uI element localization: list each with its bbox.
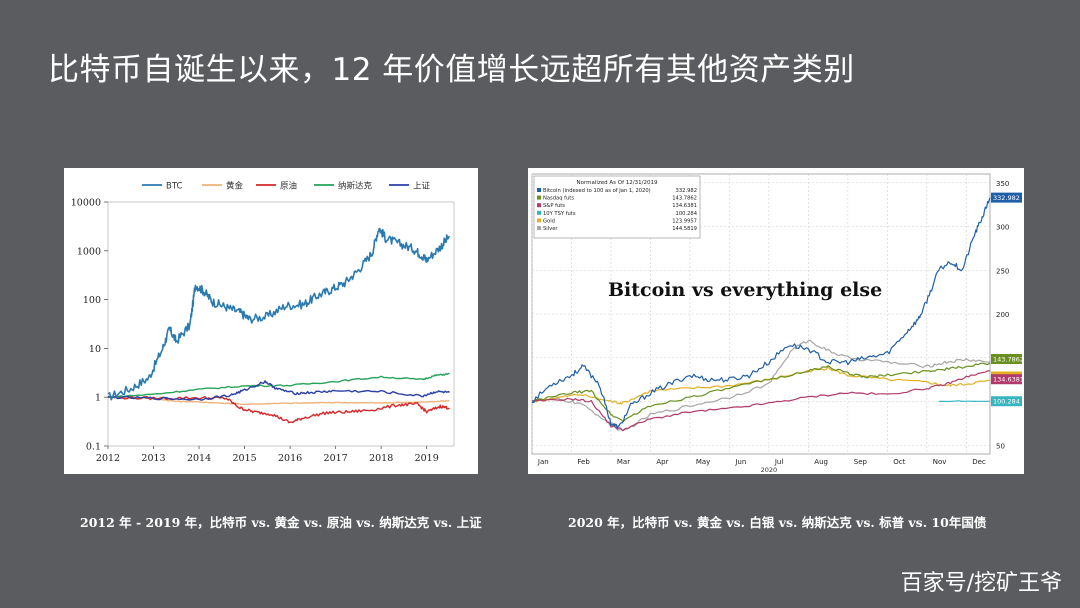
legend-title: Normalized As Of 12/31/2019 xyxy=(576,180,658,186)
legend-value: 100.284 xyxy=(676,211,698,217)
y-tick-label: 350 xyxy=(996,180,1009,188)
legend-label: S&P futs xyxy=(543,203,565,209)
x-tick-label: 2012 xyxy=(96,453,120,464)
legend-label: Silver xyxy=(543,226,558,232)
x-tick-label: 2015 xyxy=(232,453,256,464)
caption-right: 2020 年，比特币 vs. 黄金 vs. 白银 vs. 纳斯达克 vs. 标普… xyxy=(568,515,987,530)
legend-label: Nasdaq futs xyxy=(543,196,574,202)
legend-value: 143.7862 xyxy=(672,196,697,202)
value-tag-label: 134.6381 xyxy=(993,376,1024,384)
legend-label: 黄金 xyxy=(226,181,244,192)
y-tick-label: 200 xyxy=(996,311,1009,319)
value-tag xyxy=(991,354,1022,364)
x-month-label: Mar xyxy=(617,458,630,466)
legend-swatch xyxy=(537,226,541,230)
legend-label: BTC xyxy=(166,182,183,192)
chart-panel-right: Jan Feb Mar Apr May Jun Jul Aug Sep Oct Nov Dec 2020… xyxy=(528,168,1024,474)
series-line-sp xyxy=(531,370,990,432)
x-month-label: May xyxy=(696,458,710,466)
x-month-label: Feb xyxy=(577,458,590,466)
legend-swatch xyxy=(537,218,541,223)
legend-label: Bitcoin (indexed to 100 as of Jan 1, 202… xyxy=(543,188,651,194)
y-tick-label: 10000 xyxy=(71,198,101,209)
x-month-label: Nov xyxy=(933,458,947,466)
x-month-label: Apr xyxy=(656,458,668,466)
chart-panel-left: 10000 1000 100 10 1 0.1 2012 2013 2014 2015 2016 20… xyxy=(64,168,478,474)
x-tick-label: 2013 xyxy=(141,453,165,464)
y-tick-label: 10 xyxy=(89,344,101,355)
legend-value: 144.5819 xyxy=(672,226,697,232)
value-tag xyxy=(991,396,1022,407)
legend-swatch xyxy=(537,210,541,215)
y-tick-label: 50 xyxy=(996,442,1005,450)
series-line-shanghai xyxy=(107,380,450,401)
x-month-label: Sep xyxy=(854,458,868,466)
x-tick-label: 2018 xyxy=(369,453,393,464)
chart-btc-2020: Jan Feb Mar Apr May Jun Jul Aug Sep Oct Nov Dec 2020… xyxy=(531,173,1024,474)
x-month-label: Aug xyxy=(814,458,828,466)
legend-value: 123.9957 xyxy=(672,218,697,224)
caption-left: 2012 年 - 2019 年，比特币 vs. 黄金 vs. 原油 vs. 纳斯… xyxy=(80,515,482,530)
x-month-label: Dec xyxy=(972,458,986,466)
x-month-label: Jun xyxy=(734,458,746,466)
legend-label: 纳斯达克 xyxy=(338,181,373,192)
legend-value: 332.982 xyxy=(676,188,697,194)
page-title: 比特币自诞生以来，12 年价值增长远超所有其他资产类别 xyxy=(48,52,855,88)
x-tick-label: 2016 xyxy=(278,453,302,464)
y-tick-label: 0.1 xyxy=(86,442,101,453)
value-tag-label: 332.982 xyxy=(993,194,1020,202)
value-tag-label: 143.7862 xyxy=(993,356,1024,364)
chart-title: Bitcoin vs everything else xyxy=(608,279,882,301)
series-line-bitcoin xyxy=(531,197,991,430)
x-month-label: Jul xyxy=(774,458,784,466)
legend-swatch xyxy=(537,188,541,192)
legend-swatch xyxy=(537,203,541,208)
x-tick-label: 2017 xyxy=(324,453,348,464)
x-tick-label: 2019 xyxy=(415,453,439,464)
series-line-tsy xyxy=(938,400,991,403)
y-tick-label: 300 xyxy=(996,224,1009,232)
legend-label: 原油 xyxy=(280,181,297,192)
x-tick-label: 2014 xyxy=(187,453,211,464)
legend-label: 上证 xyxy=(413,182,431,192)
y-tick-label: 1 xyxy=(95,393,101,404)
series-line-nasdaq xyxy=(107,372,450,399)
legend-label: Gold xyxy=(543,218,555,224)
y-tick-label: 1000 xyxy=(77,246,101,257)
y-tick-label: 250 xyxy=(996,267,1009,275)
x-month-label: Jan xyxy=(537,458,549,466)
x-year-label: 2020 xyxy=(761,466,778,474)
x-month-label: Oct xyxy=(893,458,905,466)
y-tick-label: 100 xyxy=(83,295,101,306)
legend-label: 10Y TSY futs xyxy=(543,211,576,217)
watermark-text: 百家号/挖矿王爷 xyxy=(900,571,1062,596)
legend-value: 134.6381 xyxy=(672,203,697,209)
value-tag xyxy=(991,374,1022,385)
legend-box xyxy=(533,175,701,239)
value-tag-label: 100.284 xyxy=(993,398,1020,406)
series-line-gold xyxy=(107,396,450,406)
plot-frame xyxy=(107,201,455,447)
legend-swatch xyxy=(537,195,541,200)
series-line-btc xyxy=(107,227,451,401)
value-tag xyxy=(991,192,1022,203)
series-line-oil xyxy=(107,395,450,424)
